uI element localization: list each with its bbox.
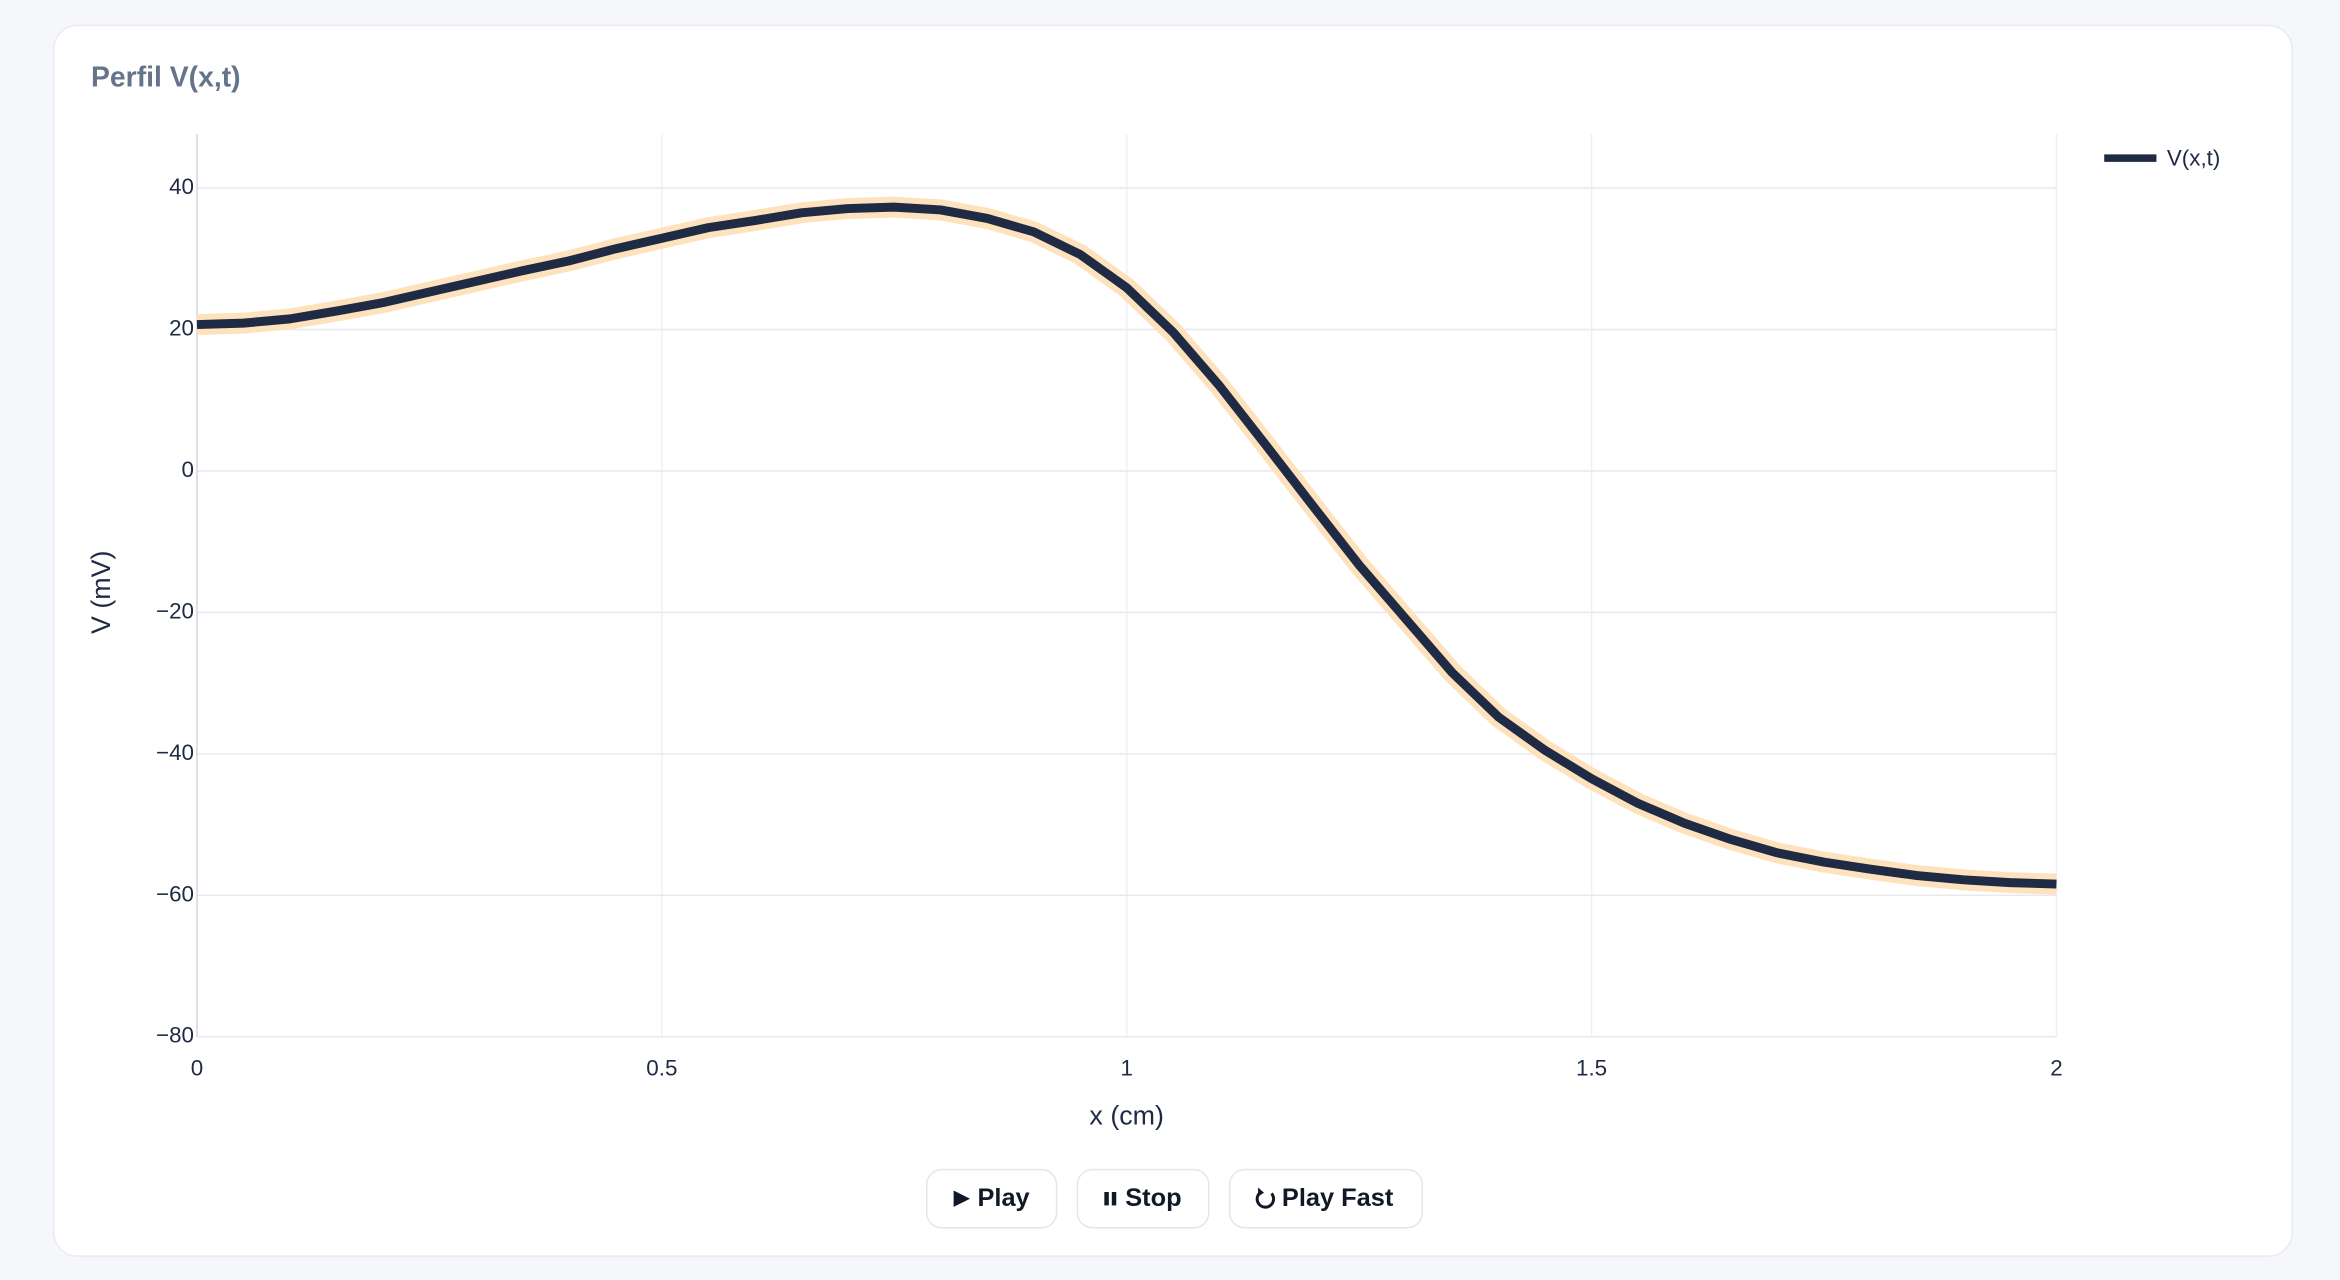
pause-icon — [1104, 1191, 1109, 1206]
x-tick-label: 1.5 — [1576, 1056, 1607, 1081]
y-tick-label: 20 — [169, 315, 194, 340]
card — [52, 24, 2293, 1257]
button-label[interactable]: Play Fast — [1282, 1184, 1394, 1212]
button-label[interactable]: Play — [977, 1184, 1029, 1212]
button-frame[interactable] — [1228, 1168, 1423, 1229]
y-tick-label: −60 — [156, 881, 194, 906]
x-tick-label: 0 — [191, 1056, 203, 1081]
y-axis-label: V (mV) — [86, 551, 116, 635]
x-tick-label: 0.5 — [646, 1056, 677, 1081]
button-frame[interactable] — [1076, 1168, 1210, 1229]
x-tick-label: 2 — [2050, 1056, 2062, 1081]
legend-label: V(x,t) — [2167, 146, 2220, 171]
y-tick-label: −80 — [156, 1023, 194, 1048]
play-button[interactable]: Play — [926, 1168, 1058, 1229]
line — [196, 202, 2057, 889]
chart-title: Perfil V(x,t) — [91, 62, 241, 94]
play-icon — [953, 1190, 971, 1207]
stop-button[interactable]: Stop — [1076, 1168, 1210, 1229]
pause-icon — [1111, 1191, 1117, 1206]
y-tick-label: 0 — [182, 457, 194, 482]
play-fast-button[interactable]: Play Fast — [1228, 1168, 1423, 1229]
x-axis-label: x (cm) — [1089, 1100, 1164, 1130]
button-frame[interactable] — [926, 1168, 1058, 1229]
replay-icon — [1258, 1187, 1265, 1197]
button-label[interactable]: Stop — [1125, 1184, 1181, 1212]
y-tick-label: −20 — [156, 598, 194, 623]
y-tick-label: 40 — [169, 174, 194, 199]
y-tick-label: −40 — [156, 740, 194, 765]
replay-icon — [1255, 1190, 1275, 1209]
x-tick-label: 1 — [1120, 1056, 1132, 1081]
